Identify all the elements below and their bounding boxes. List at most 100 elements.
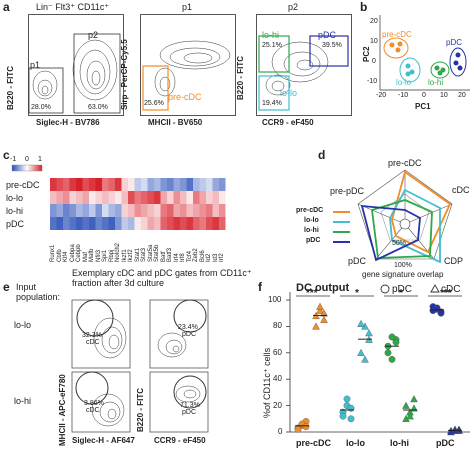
- heatmap-cell: [69, 191, 76, 204]
- pct-lolo: 19.4%: [262, 100, 282, 107]
- e-xlabel-right: CCR9 - eF450: [154, 436, 206, 445]
- f-point-cdc: [320, 309, 328, 317]
- heatmap-cell: [154, 178, 161, 191]
- heatmap-cell: [212, 204, 219, 217]
- radar-ring-100: 100%: [394, 262, 412, 269]
- heatmap-cell: [154, 217, 161, 230]
- gate-box-lolo: [258, 75, 290, 111]
- radar-axis-2: CDP: [444, 256, 464, 266]
- heatmap-cell: [128, 204, 135, 217]
- facs-plot-mhcii-xlabel: MHCII - BV650: [148, 118, 203, 127]
- heatmap-cell: [115, 191, 122, 204]
- heatmap-cell: [186, 217, 193, 230]
- radar-legend-1: lo-lo: [304, 217, 319, 224]
- f-ytick-label: 60: [273, 347, 282, 357]
- gate-label-pdc: pDC: [318, 30, 337, 40]
- heatmap-cell: [173, 178, 180, 191]
- heatmap-cell: [115, 178, 122, 191]
- heatmap-cell: [95, 178, 102, 191]
- f-cat-2: lo-hi: [390, 438, 409, 448]
- heatmap-gene-label: Bcl6: [199, 250, 206, 262]
- radar-axis-1: cDC: [452, 185, 470, 195]
- heatmap-cell: [141, 191, 148, 204]
- heatmap-gene-label: Ikzf1: [121, 249, 128, 262]
- f-legend-cdc: cDC: [441, 284, 461, 295]
- f-point-pdc: [339, 412, 347, 420]
- heatmap-cell: [193, 191, 200, 204]
- heatmap-cell: [199, 204, 206, 217]
- f-point-pdc: [302, 423, 310, 431]
- e-input-label: Input population:: [16, 282, 61, 302]
- heatmap-grid: [50, 178, 226, 230]
- heatmap-gene-label: Id3: [212, 253, 219, 262]
- facs-plot-siglec-xlabel: Siglec-H - BV786: [36, 118, 100, 127]
- gate-label-p2: p2: [88, 30, 99, 40]
- heatmap-cell: [186, 204, 193, 217]
- heatmap-gene-label: Irf4: [173, 253, 180, 262]
- heatmap-cell: [206, 204, 213, 217]
- pca-xtick-4: 20: [458, 92, 466, 99]
- heatmap-cell: [108, 178, 115, 191]
- f-sig-3: ***: [440, 288, 452, 299]
- heatmap-cell: [121, 178, 128, 191]
- heatmap-cell: [141, 178, 148, 191]
- f-legend-pdc: pDC: [392, 284, 413, 295]
- e-pct-lh-pdc: 71.3%: [180, 402, 200, 409]
- heatmap-cell: [82, 204, 89, 217]
- heatmap-cell: [50, 178, 57, 191]
- heatmap-row-2: lo-hi: [6, 206, 24, 216]
- heatmap-cell: [212, 217, 219, 230]
- heatmap-gene-label: Stat3: [141, 247, 147, 262]
- heatmap-cell: [56, 217, 63, 230]
- f-point-cdc: [406, 412, 414, 420]
- f-point-cdc: [402, 401, 410, 409]
- f-sig-1: *: [355, 288, 359, 299]
- heatmap-cell: [147, 217, 154, 230]
- f-point-pdc: [343, 395, 351, 403]
- heatmap-gene-label: Klf4: [63, 251, 69, 262]
- heatmap-cell: [69, 178, 76, 191]
- heatmap-row-3: pDC: [6, 219, 25, 229]
- e-pct-lh-cdc: 3.86%: [84, 400, 104, 407]
- pca-label-precdc: pre-cDC: [382, 30, 412, 39]
- pca-ytick-3: -10: [367, 78, 378, 85]
- heatmap-cell: [121, 191, 128, 204]
- heatmap-cell: [167, 204, 174, 217]
- f-title: DC output: [296, 282, 350, 294]
- f-point-pdc: [388, 355, 396, 363]
- heatmap-cell: [115, 217, 122, 230]
- heatmap-cell: [102, 178, 109, 191]
- e-xlabel-left: Siglec-H - AF647: [72, 436, 135, 445]
- contours-ccr9: [265, 41, 329, 96]
- e-ylabel-right: B220 - FITC: [136, 387, 145, 432]
- panel-a-p1-title: p1: [182, 2, 193, 12]
- f-cat-3: pDC: [436, 438, 455, 448]
- heatmap-cell: [82, 178, 89, 191]
- heatmap-cell: [108, 204, 115, 217]
- heatmap-cell: [95, 217, 102, 230]
- e-pct-ll-cdc: 32.3%: [82, 332, 102, 339]
- f-cat-0: pre-cDC: [296, 438, 332, 448]
- heatmap-cell: [76, 178, 83, 191]
- radar-pdc: [360, 204, 421, 262]
- heatmap-cell: [199, 191, 206, 204]
- pca-xtick-3: 10: [440, 92, 448, 99]
- heatmap-cell: [160, 217, 167, 230]
- pca-ellipse-pdc: [449, 47, 467, 77]
- heatmap-cell: [186, 191, 193, 204]
- gate-label-lohi: lo-hi: [262, 30, 280, 40]
- contours-mhcii: [154, 40, 231, 97]
- heatmap-cell: [167, 217, 174, 230]
- heatmap-gene-label: Id2: [206, 253, 212, 262]
- heatmap-cell: [173, 204, 180, 217]
- e-gate-lh-pdc: pDC: [182, 409, 197, 416]
- heatmap-cell: [180, 204, 187, 217]
- facs-e-ll-right: [149, 299, 209, 369]
- heatmap-cell: [160, 191, 167, 204]
- pca-xlabel: PC1: [415, 102, 431, 111]
- heatmap-gene-label: Spi1: [102, 249, 108, 262]
- facs-e-lh-right: [149, 371, 209, 433]
- pca-ellipse-precdc: [383, 37, 409, 59]
- heatmap-gene-label: Stat5a: [147, 244, 154, 262]
- gate-label-precdc: pre-cDC: [168, 92, 202, 102]
